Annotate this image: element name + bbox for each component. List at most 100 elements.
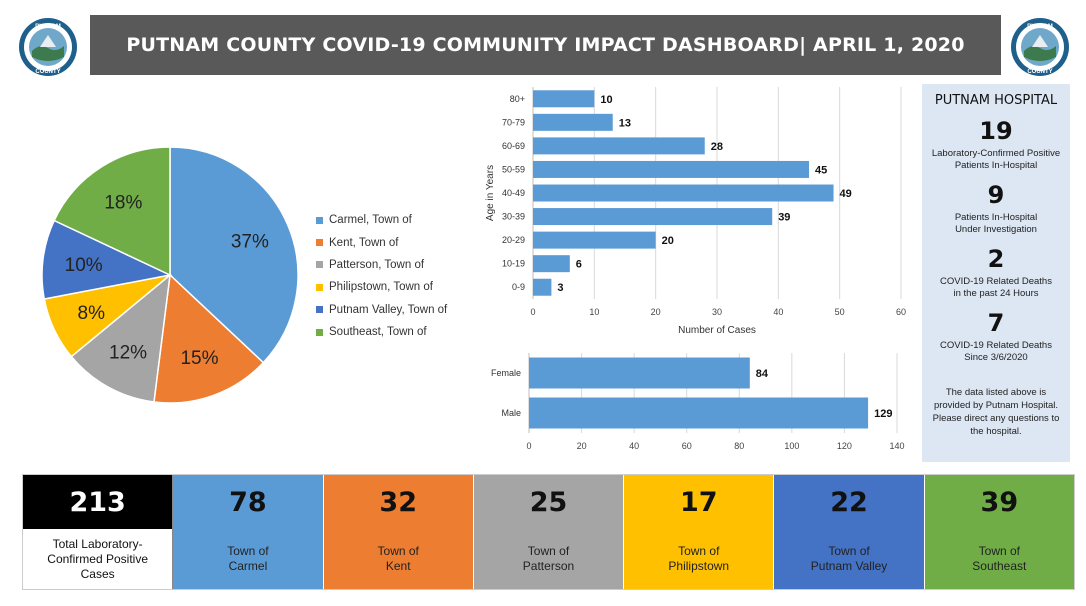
tile-label-line: Kent	[385, 559, 411, 573]
age-x-tick-label: 0	[530, 307, 535, 317]
hospital-stat-label: COVID-19 Related Deaths Since 3/6/2020	[922, 340, 1070, 364]
hospital-stat-value: 19	[979, 117, 1013, 145]
age-data-label: 10	[600, 94, 612, 106]
town-tile: 25 Town of Patterson	[473, 475, 625, 589]
sex-x-tick-label: 120	[837, 441, 852, 451]
sex-x-tick-label: 80	[734, 441, 744, 451]
hospital-stat-label: Laboratory-Confirmed Positive Patients I…	[922, 148, 1070, 172]
age-x-tick-label: 50	[835, 307, 845, 317]
sex-x-tick-label: 40	[629, 441, 639, 451]
legend-item: Philipstown, Town of	[316, 276, 447, 298]
hospital-panel: PUTNAM HOSPITAL 19 Laboratory-Confirmed …	[922, 84, 1070, 462]
tile-label-line: Town of	[978, 544, 1020, 558]
dashboard-title: PUTNAM COUNTY COVID-19 COMMUNITY IMPACT …	[126, 34, 965, 56]
age-category-label: 10-19	[502, 259, 525, 269]
hospital-stat-value: 2	[987, 245, 1005, 273]
age-category-label: 0-9	[512, 282, 525, 292]
sex-x-tick-label: 20	[577, 441, 587, 451]
age-bar	[533, 160, 809, 178]
pie-slice-label: 18%	[104, 193, 142, 214]
legend-label: Southeast, Town of	[329, 326, 427, 339]
pie-slice-label: 15%	[180, 348, 218, 369]
age-data-label: 49	[840, 188, 852, 200]
hospital-stat-label-line: Laboratory-Confirmed Positive	[931, 148, 1061, 159]
svg-text:PUTNAM: PUTNAM	[35, 24, 61, 30]
town-tile: 22 Town of Putnam Valley	[774, 475, 925, 589]
legend-label: Putnam Valley, Town of	[329, 303, 448, 316]
sex-data-label: 84	[756, 368, 769, 380]
age-category-label: 50-59	[502, 164, 525, 174]
age-data-label: 6	[576, 259, 582, 271]
hospital-stat: 9 Patients In-Hospital Under Investigati…	[922, 180, 1070, 236]
tile-label-line: Carmel	[228, 559, 268, 573]
legend-item: Putnam Valley, Town of	[316, 299, 447, 321]
age-bar	[533, 90, 595, 108]
tile-label-line: Town of	[678, 544, 720, 558]
hospital-stat-label: COVID-19 Related Deaths in the past 24 H…	[922, 276, 1070, 300]
tile-label-line: Town of	[227, 544, 269, 558]
age-data-label: 20	[662, 235, 674, 247]
sex-category-label: Male	[501, 408, 521, 418]
legend-item: Carmel, Town of	[316, 209, 447, 231]
age-category-label: 60-69	[502, 141, 525, 151]
sex-x-tick-label: 100	[784, 441, 799, 451]
legend-swatch	[316, 216, 323, 224]
legend-swatch	[316, 239, 323, 247]
hospital-stat-value: 7	[987, 309, 1005, 337]
age-y-axis-title: Age in Years	[485, 165, 496, 221]
legend-item: Patterson, Town of	[316, 254, 447, 276]
pie-slice	[41, 219, 173, 300]
age-category-label: 20-29	[502, 235, 525, 245]
legend-swatch	[316, 261, 323, 269]
sex-x-tick-label: 0	[526, 441, 531, 451]
svg-text:COUNTY: COUNTY	[1027, 69, 1052, 75]
sex-bar	[529, 357, 750, 389]
tile-value: 22	[830, 486, 868, 518]
legend-label: Carmel, Town of	[329, 214, 412, 227]
age-data-label: 28	[711, 141, 723, 153]
tile-label-line: Town of	[828, 544, 870, 558]
tile-label: Town of Carmel	[173, 529, 322, 589]
sex-category-label: Female	[491, 368, 521, 378]
hospital-stat-label-line: Patients In-Hospital	[954, 212, 1038, 223]
legend-label: Philipstown, Town of	[329, 281, 433, 294]
age-data-label: 3	[557, 282, 563, 294]
legend-label: Patterson, Town of	[329, 258, 425, 271]
age-bar	[533, 113, 613, 131]
age-bar-chart: 0 10 20 30 40 50 60 80+ 10 70-79 13 60-69 28 50-59 45 4…	[485, 87, 906, 336]
sex-bar	[529, 397, 869, 429]
pie-slice	[153, 273, 265, 404]
age-x-tick-label: 30	[712, 307, 722, 317]
svg-text:COUNTY: COUNTY	[35, 69, 60, 75]
tile-label-line: Town of	[527, 544, 570, 558]
age-category-label: 30-39	[502, 212, 525, 222]
legend-swatch	[316, 283, 323, 291]
town-tile: 78 Town of Carmel	[173, 475, 324, 589]
tile-label-line: Putnam Valley	[810, 559, 888, 573]
tile-label-line: Town of	[377, 544, 419, 558]
tile-label-line: Philipstown	[668, 559, 730, 573]
tile-label: Total Laboratory- Confirmed Positive Cases	[23, 529, 173, 589]
hospital-stat-label-line: Since 3/6/2020	[964, 352, 1028, 363]
age-bar	[533, 184, 834, 202]
age-x-tick-label: 40	[773, 307, 783, 317]
tile-label: Town of Kent	[324, 529, 473, 589]
tile-label-line: Patterson	[522, 559, 575, 573]
legend-item: Kent, Town of	[316, 231, 447, 253]
tile-label-line: Confirmed Positive	[47, 551, 148, 566]
legend-label: Kent, Town of	[329, 236, 399, 249]
svg-text:PUTNAM: PUTNAM	[1027, 24, 1053, 30]
tile-label-line: Southeast	[972, 559, 1027, 573]
pie-slice-label: 8%	[78, 303, 106, 324]
hospital-stat: 19 Laboratory-Confirmed Positive Patient…	[922, 116, 1070, 172]
tile-label: Town of Putnam Valley	[774, 529, 923, 589]
sex-bar-chart: 0 20 40 60 80 100 120 140 Female 84 Male 129	[491, 353, 905, 451]
hospital-note: The data listed above is provided by Put…	[932, 387, 1060, 437]
pie-slice-label: 12%	[109, 342, 147, 363]
age-bar	[533, 208, 773, 226]
tile-label: Town of Patterson	[474, 529, 623, 589]
sex-x-tick-label: 60	[682, 441, 692, 451]
hospital-title: PUTNAM HOSPITAL	[934, 93, 1058, 108]
hospital-stat: 2 COVID-19 Related Deaths in the past 24…	[922, 244, 1070, 300]
town-share-pie-chart: 37% 15% 12%8% 10% 18%	[41, 146, 299, 404]
